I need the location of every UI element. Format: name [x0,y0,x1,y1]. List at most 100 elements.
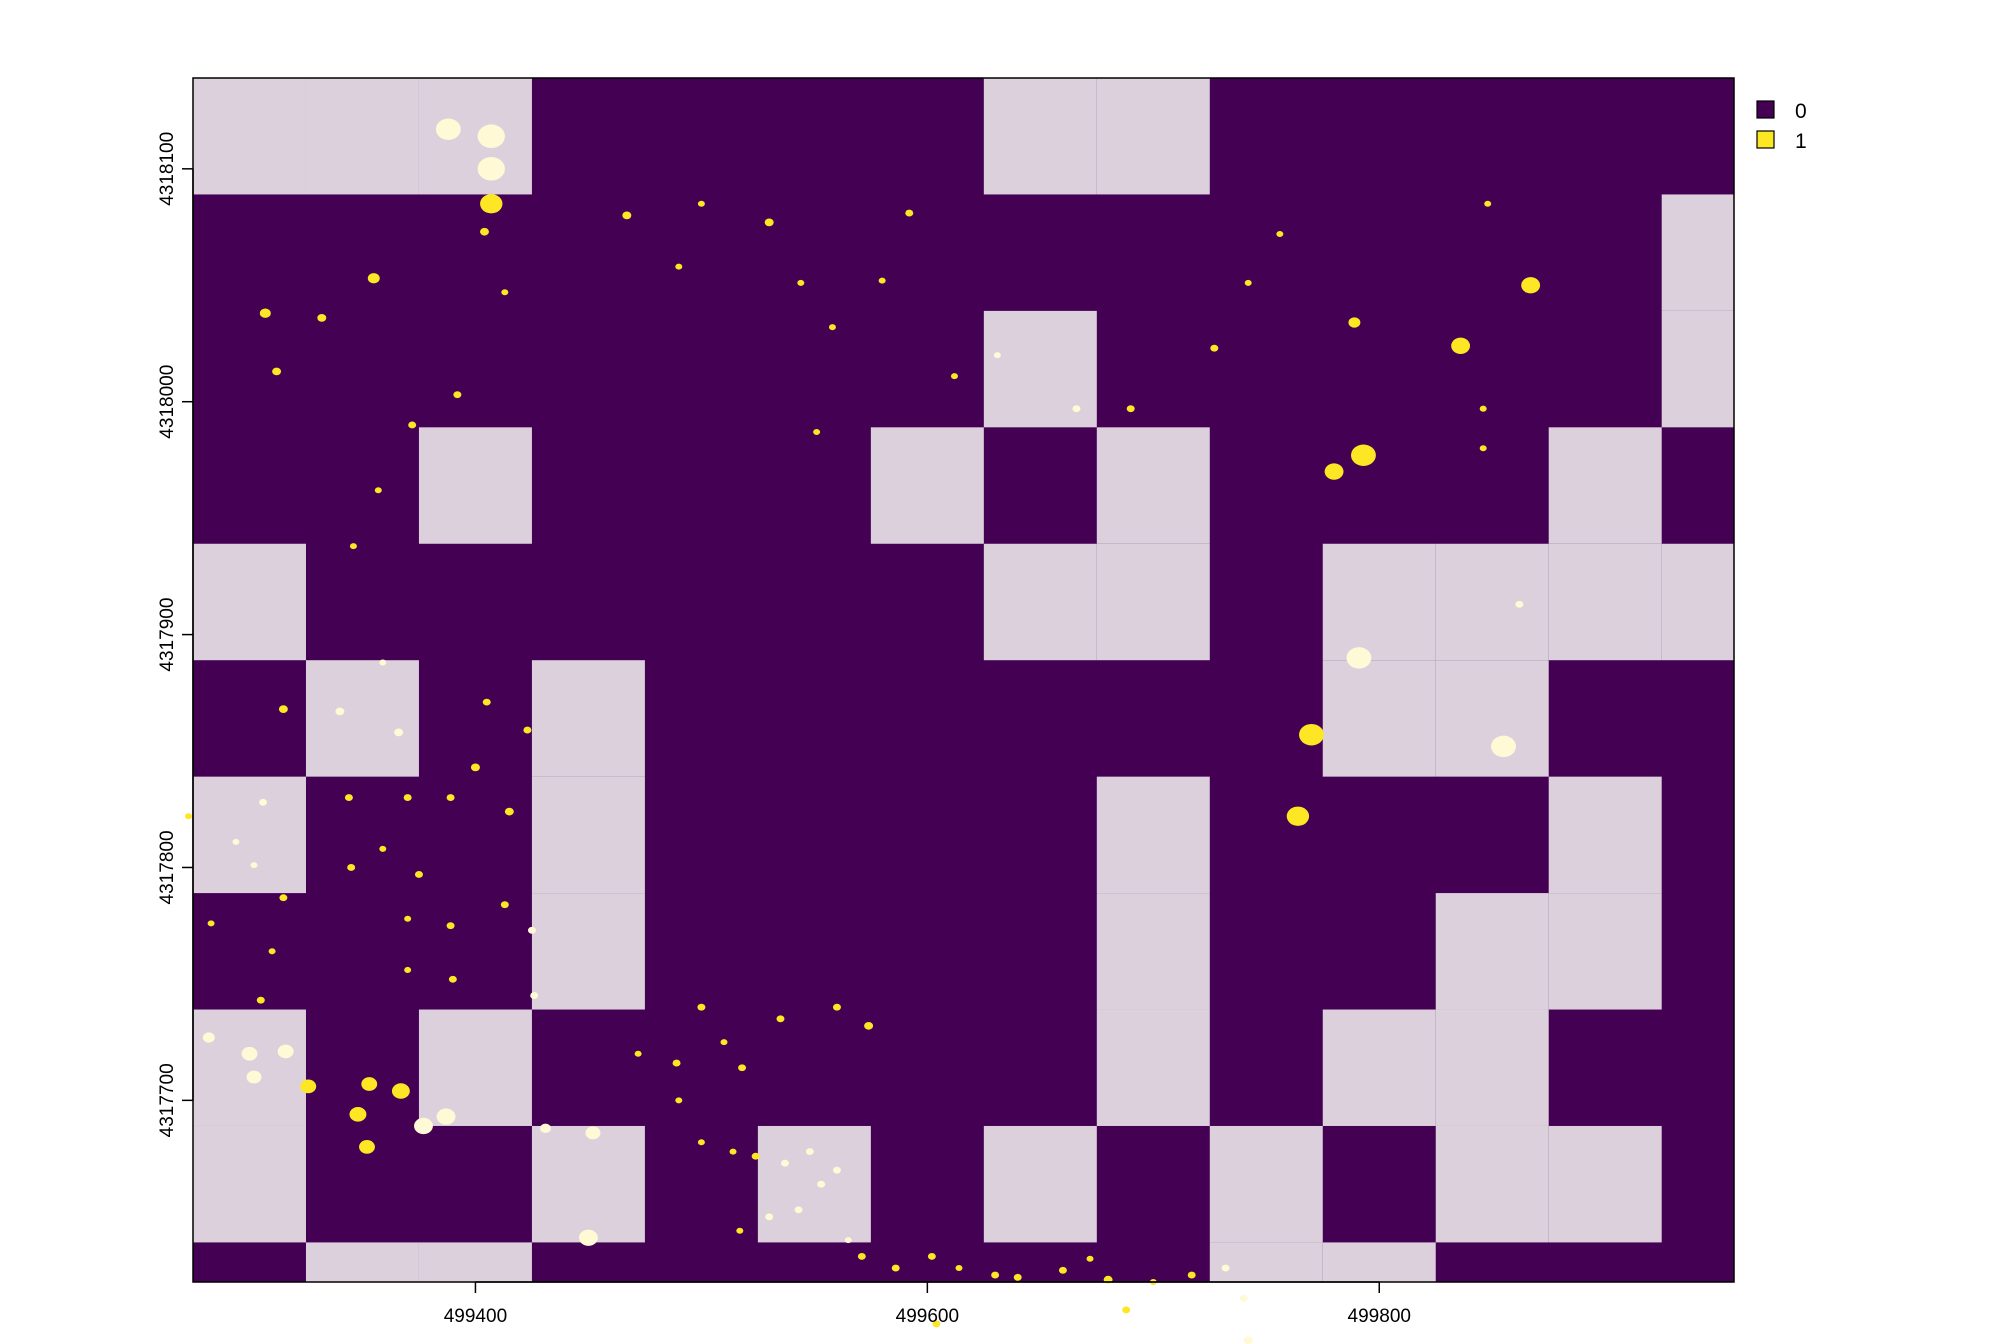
value-1-patch [738,1064,747,1072]
overlay-cell [1548,427,1662,544]
overlay-cell [1435,660,1549,777]
overlay-cell [418,427,532,544]
value-1-patch [878,277,886,284]
overlay-cell [1096,1009,1210,1126]
value-1-patch [391,1083,410,1099]
overlay-cell [1322,660,1436,777]
value-1-patch [1276,231,1284,238]
value-1-patch [202,1032,215,1043]
value-1-patch [828,324,836,331]
overlay-cell [1096,543,1210,661]
overlay-cell [1548,543,1662,661]
overlay-cell [418,1242,532,1282]
value-1-patch [1244,279,1252,286]
overlay-cell [1435,1009,1549,1126]
value-1-patch [697,200,705,207]
value-1-patch [347,864,356,871]
value-1-patch [765,1213,774,1221]
y-tick-label: 4317900 [157,598,178,672]
value-1-patch [736,1227,744,1234]
legend-label-1: 1 [1795,130,1807,153]
value-1-patch [578,1229,598,1246]
value-1-patch [379,659,387,666]
overlay-cell [305,1242,419,1282]
value-1-patch [446,794,455,802]
overlay-cell [531,660,645,777]
value-1-patch [751,1152,760,1160]
x-axis: 499400 499600 499800 [444,1281,1411,1327]
value-1-patch [403,794,412,802]
overlay-cell [870,427,984,544]
value-1-patch [672,1059,681,1067]
value-1-patch [527,926,536,934]
value-1-patch [832,1166,841,1174]
value-1-patch [436,1108,456,1125]
overlay-cell [983,543,1097,661]
value-1-patch [697,1139,705,1146]
value-1-patch [361,1077,378,1091]
value-1-patch [1243,1336,1253,1344]
overlay-cell [1661,543,1734,661]
legend: 0 1 [1756,100,1807,153]
value-1-patch [932,1320,941,1328]
value-1-patch [250,862,258,869]
value-1-patch [408,421,417,429]
overlay-cell [1209,1242,1323,1282]
value-1-patch [622,211,632,220]
overlay-cell [1096,427,1210,544]
overlay-cell [418,78,532,195]
value-1-patch [1479,405,1487,412]
value-1-patch [241,1046,258,1061]
value-1-patch [1479,445,1487,452]
x-tick-label: 499800 [1348,1306,1411,1327]
overlay-cell [1322,1242,1436,1282]
value-1-patch [1451,337,1471,354]
value-1-patch [470,763,480,772]
value-1-patch [805,1148,814,1156]
value-1-patch [1086,1255,1094,1262]
value-1-patch [277,1044,294,1059]
value-1-patch [480,227,489,236]
value-1-patch [477,124,505,149]
overlay-cell [193,1125,306,1243]
overlay-cell [305,660,419,777]
overlay-cell [1096,893,1210,1010]
value-1-patch [414,1117,433,1135]
value-1-patch [832,1003,841,1011]
y-axis: 4317700 4317800 4317900 4318000 4318100 [157,132,194,1137]
value-1-patch [448,975,457,983]
value-1-patch [1351,444,1376,467]
value-1-patch [1126,405,1135,413]
value-1-patch [279,894,288,902]
overlay-layer [193,78,1734,1282]
overlay-cell [531,1125,645,1243]
value-1-patch [317,314,327,322]
x-tick-label: 499600 [896,1306,959,1327]
value-1-patch [697,1003,706,1011]
value-1-patch [1515,600,1524,608]
patch-layer [185,118,1541,1344]
y-tick-label: 4318000 [157,365,178,439]
value-1-patch [781,1159,789,1167]
value-1-patch [207,920,215,927]
value-1-patch [500,901,509,909]
overlay-cell [305,78,419,195]
value-1-patch [453,391,462,399]
value-1-patch [1122,1306,1131,1314]
value-1-patch [675,1097,683,1104]
value-1-patch [349,543,357,550]
overlay-cell [1435,543,1549,661]
value-1-patch [1210,344,1219,352]
overlay-cell [193,543,306,661]
value-1-patch [480,194,503,214]
value-1-patch [1324,463,1344,480]
value-1-patch [504,807,514,816]
value-1-patch [844,1237,852,1244]
overlay-cell [1548,893,1662,1010]
value-1-patch [523,726,532,734]
overlay-cell [531,776,645,894]
overlay-cell [1661,194,1734,311]
value-1-patch [501,289,509,296]
value-1-patch [374,487,382,494]
